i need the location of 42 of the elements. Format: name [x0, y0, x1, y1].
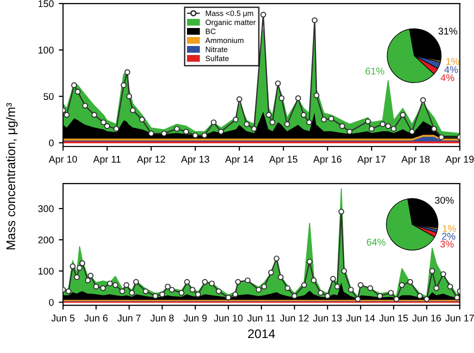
y-tick-label: 50 [44, 93, 54, 100]
y-tick-label: 150 [38, 0, 54, 8]
x-tick-label: Apr 18 [401, 156, 430, 165]
x-tick-label: Jun 7 [117, 314, 141, 322]
y-tick-label: 300 [38, 205, 54, 212]
x-tick-label: Jun 17 [445, 314, 474, 322]
x-tick-label: Jun 16 [412, 314, 441, 322]
data-label: 30% [434, 196, 454, 204]
x-tick-label: Apr 14 [225, 156, 254, 165]
x-tick-label: Jun 15 [379, 314, 408, 322]
x-tick-label: Apr 13 [180, 156, 210, 165]
y-tick-label: 100 [38, 268, 54, 275]
x-tick-label: Apr 10 [48, 156, 77, 165]
x-tick-label: Apr 16 [313, 156, 342, 165]
y-tick-label: 0 [48, 140, 54, 146]
x-tick-label: Jun 10 [214, 314, 243, 322]
x-tick-label: Jun 13 [313, 314, 342, 322]
x-tick-label: Apr 11 [93, 156, 121, 165]
x-tick-label: Jun 9 [184, 314, 207, 322]
x-tick-label: Jun 6 [84, 314, 108, 322]
data-label: 4% [444, 66, 458, 73]
data-label: 2% [442, 232, 456, 240]
x-tick-label: Jun 5 [51, 314, 75, 322]
x-tick-label: Jun 11 [247, 314, 276, 322]
x-tick-label: Apr 19 [445, 156, 474, 165]
x-tick-label: Jun 8 [150, 314, 174, 322]
data-label: 31% [438, 28, 458, 35]
x-axis-title: 2014 [248, 329, 275, 338]
y-axis-title: Mass concentration, μg/m³ [6, 102, 18, 250]
x-tick-label: Apr 17 [357, 156, 386, 165]
y-tick-label: 200 [38, 236, 54, 244]
x-tick-label: Apr 15 [269, 156, 298, 165]
x-tick-label: Jun 14 [346, 314, 375, 322]
x-tick-label: Jun 12 [280, 314, 309, 322]
data-label: 4% [440, 74, 454, 82]
x-tick-label: Apr 12 [136, 156, 166, 165]
y-tick-label: 100 [38, 46, 54, 54]
data-label: 3% [440, 240, 454, 248]
y-tick-label: 0 [48, 298, 54, 306]
data-label: 64% [366, 238, 386, 246]
data-label: 1% [442, 225, 456, 232]
data-label: 61% [366, 68, 384, 75]
